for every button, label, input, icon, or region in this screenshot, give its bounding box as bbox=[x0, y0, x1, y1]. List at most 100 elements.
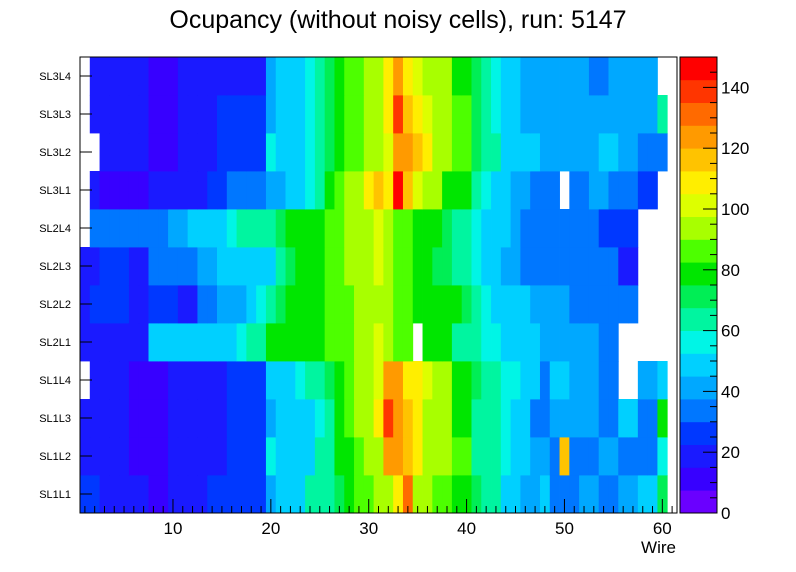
heatmap-cell bbox=[373, 361, 384, 400]
heatmap-cell bbox=[168, 361, 179, 400]
heatmap-cell bbox=[217, 475, 228, 514]
heatmap-cell bbox=[491, 437, 502, 476]
heatmap-cell bbox=[402, 323, 414, 362]
heatmap-cell bbox=[275, 171, 286, 210]
heatmap-cell bbox=[412, 57, 423, 96]
heatmap-cell bbox=[285, 361, 296, 400]
heatmap-cell bbox=[99, 399, 110, 438]
heatmap-cell bbox=[422, 171, 433, 210]
heatmap-cell bbox=[334, 133, 345, 172]
heatmap-cell bbox=[354, 399, 365, 438]
heatmap-cell bbox=[119, 285, 130, 324]
heatmap-cell bbox=[608, 399, 619, 438]
heatmap-cell bbox=[393, 361, 404, 400]
heatmap-cell bbox=[637, 95, 649, 134]
heatmap-cell bbox=[363, 57, 375, 96]
heatmap-cell bbox=[344, 361, 355, 400]
heatmap-cell bbox=[275, 399, 286, 438]
heatmap-cell bbox=[539, 57, 551, 96]
heatmap-cell bbox=[197, 57, 208, 96]
colorbar-tick-label: 80 bbox=[721, 261, 740, 280]
heatmap-cell bbox=[579, 399, 590, 438]
heatmap-cell bbox=[354, 323, 365, 362]
heatmap-cell bbox=[246, 57, 257, 96]
heatmap-cell bbox=[226, 57, 237, 96]
heatmap-cell bbox=[256, 361, 267, 400]
heatmap-cell bbox=[442, 133, 453, 172]
heatmap-cell bbox=[412, 247, 423, 286]
heatmap-cell bbox=[217, 437, 228, 476]
heatmap-cell bbox=[647, 361, 658, 400]
heatmap-cell bbox=[569, 361, 580, 400]
heatmap-cells bbox=[80, 57, 668, 514]
heatmap-cell bbox=[265, 361, 277, 400]
heatmap-cell bbox=[657, 399, 668, 438]
heatmap-cell bbox=[158, 323, 169, 362]
heatmap-cell bbox=[256, 285, 267, 324]
heatmap-cell bbox=[510, 171, 521, 210]
heatmap-cell bbox=[618, 57, 629, 96]
x-tick-label: 30 bbox=[359, 519, 378, 538]
heatmap-cell bbox=[383, 133, 394, 172]
heatmap-cell bbox=[383, 209, 394, 248]
heatmap-cell bbox=[187, 361, 198, 400]
colorbar-segment bbox=[680, 262, 717, 286]
heatmap-cell bbox=[109, 171, 120, 210]
heatmap-cell bbox=[383, 95, 394, 134]
heatmap-cell bbox=[177, 171, 189, 210]
heatmap-cell bbox=[246, 171, 257, 210]
heatmap-cell bbox=[168, 171, 179, 210]
heatmap-cell bbox=[618, 247, 629, 286]
heatmap-cell bbox=[412, 95, 423, 134]
heatmap-cell bbox=[569, 57, 580, 96]
heatmap-cell bbox=[383, 475, 394, 514]
heatmap-cell bbox=[598, 361, 609, 400]
heatmap-cell bbox=[588, 361, 600, 400]
heatmap-cell bbox=[324, 247, 335, 286]
heatmap-cell bbox=[207, 133, 218, 172]
y-tick-label: SL1L2 bbox=[39, 451, 71, 463]
heatmap-cell bbox=[432, 247, 443, 286]
heatmap-cell bbox=[422, 323, 433, 362]
heatmap-cell bbox=[471, 247, 482, 286]
heatmap-cell bbox=[637, 361, 649, 400]
heatmap-cell bbox=[285, 57, 296, 96]
heatmap-cell bbox=[128, 323, 140, 362]
heatmap-cell bbox=[187, 437, 198, 476]
heatmap-cell bbox=[187, 95, 198, 134]
heatmap-cell bbox=[471, 209, 482, 248]
heatmap-cell bbox=[628, 57, 639, 96]
heatmap-cell bbox=[422, 475, 433, 514]
heatmap-cell bbox=[197, 171, 208, 210]
heatmap-cell bbox=[246, 285, 257, 324]
heatmap-cell bbox=[373, 437, 384, 476]
heatmap-cell bbox=[158, 361, 169, 400]
heatmap-cell bbox=[344, 285, 355, 324]
heatmap-cell bbox=[285, 95, 296, 134]
heatmap-cell bbox=[402, 285, 414, 324]
heatmap-cell bbox=[451, 399, 463, 438]
heatmap-cell bbox=[432, 285, 443, 324]
heatmap-cell bbox=[246, 475, 257, 514]
y-tick-label: SL3L3 bbox=[39, 109, 71, 121]
heatmap-cell bbox=[89, 171, 100, 210]
heatmap-cell bbox=[549, 209, 560, 248]
heatmap-cell bbox=[579, 323, 590, 362]
heatmap-cell bbox=[119, 399, 130, 438]
heatmap-cell bbox=[432, 475, 443, 514]
heatmap-cell bbox=[305, 323, 316, 362]
heatmap-cell bbox=[422, 209, 433, 248]
heatmap-cell bbox=[354, 361, 365, 400]
colorbar-segment bbox=[680, 193, 717, 217]
heatmap-cell bbox=[412, 437, 423, 476]
heatmap-cell bbox=[569, 323, 580, 362]
heatmap-cell bbox=[559, 95, 570, 134]
heatmap-cell bbox=[451, 171, 463, 210]
heatmap-cell bbox=[89, 247, 100, 286]
heatmap-cell bbox=[373, 475, 384, 514]
heatmap-cell bbox=[168, 133, 179, 172]
heatmap-cell bbox=[539, 285, 551, 324]
heatmap-cell bbox=[363, 437, 375, 476]
heatmap-cell bbox=[168, 209, 179, 248]
heatmap-cell bbox=[197, 95, 208, 134]
